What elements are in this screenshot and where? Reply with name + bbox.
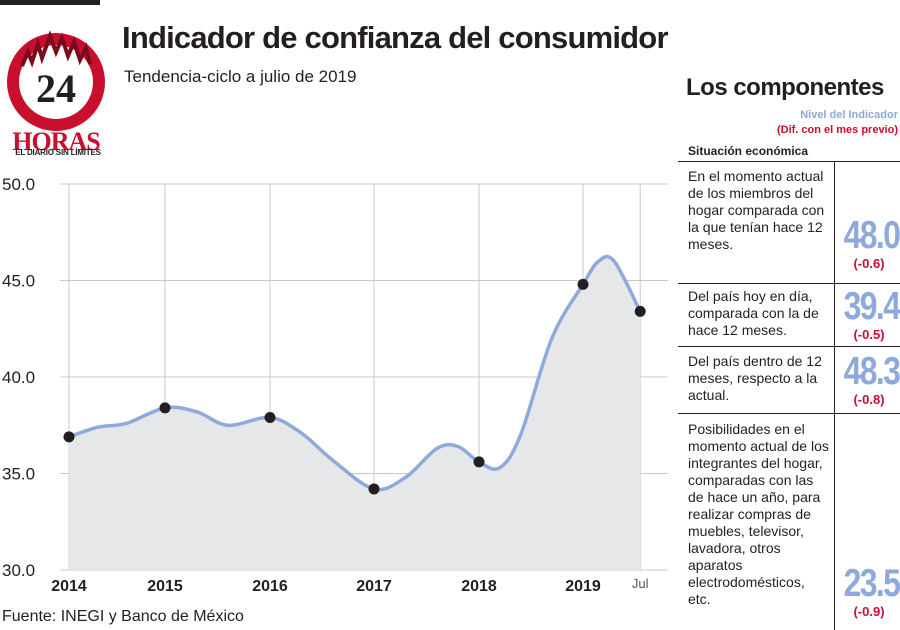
x-axis-ticks: 2014 2015 2016 2017 2018 2019 Jul	[51, 576, 648, 592]
component-value: 23.5	[843, 562, 900, 605]
component-value: 48.3	[843, 350, 900, 393]
component-text: En el momento actual de los miembros del…	[688, 168, 825, 252]
data-point	[264, 412, 276, 424]
logo-number: 24	[36, 66, 76, 111]
x-tick-label: 2016	[252, 578, 288, 592]
divider	[678, 283, 900, 284]
y-tick-label: 40.0	[2, 368, 35, 387]
y-tick-label: 45.0	[2, 272, 35, 291]
x-tick-label: 2014	[51, 578, 87, 592]
brand-logo: 24 HORAS	[7, 30, 105, 156]
data-point	[634, 305, 646, 317]
chart-subtitle: Tendencia-ciclo a julio de 2019	[124, 67, 357, 86]
y-axis-ticks: 50.0 45.0 40.0 35.0 30.0	[2, 175, 35, 580]
y-tick-label: 50.0	[2, 175, 35, 194]
series-line	[67, 254, 642, 492]
component-text: Posibilidades en el momento actual de lo…	[688, 421, 829, 607]
legend-level: Nivel del Indicador	[800, 109, 898, 121]
confidence-chart: 50.045.040.035.030.0 2014 2015 2016 2017 201…	[2, 175, 668, 592]
components-title: Los componentes	[686, 74, 884, 101]
data-point	[368, 483, 380, 495]
data-point	[63, 431, 75, 443]
data-point	[159, 402, 171, 414]
data-point	[577, 278, 589, 290]
divider	[678, 413, 900, 414]
component-diff: (-0.9)	[853, 604, 885, 619]
x-tick-label: 2018	[461, 578, 497, 592]
brand-tagline: EL DIARIO SIN LÍMITES	[15, 148, 101, 157]
area-fill	[69, 256, 641, 570]
chart-title: Indicador de confianza del consumidor	[122, 20, 669, 55]
x-tick-label: 2015	[147, 578, 183, 592]
column-divider	[834, 162, 835, 630]
x-tick-label: Jul	[632, 576, 649, 591]
divider	[678, 346, 900, 347]
section-heading: Situación económica	[688, 144, 809, 158]
component-value: 48.0	[843, 214, 900, 257]
data-point	[473, 456, 485, 468]
legend-diff: (Dif. con el mes previo)	[776, 124, 898, 136]
component-diff: (-0.6)	[853, 256, 885, 271]
y-tick-label: 30.0	[2, 561, 35, 580]
component-text: Del país dentro de 12 meses, respecto a …	[688, 353, 822, 403]
component-diff: (-0.8)	[853, 392, 885, 407]
top-accent-bar	[0, 0, 100, 5]
component-value: 39.4	[843, 285, 900, 328]
component-text: Del país hoy en día, comparada con la de…	[688, 288, 819, 338]
x-tick-label: 2019	[565, 578, 601, 592]
divider	[678, 161, 900, 162]
data-markers	[63, 278, 646, 495]
x-tick-label: 2017	[356, 578, 392, 592]
logo-word: HORAS	[12, 127, 100, 156]
component-diff: (-0.5)	[853, 327, 885, 342]
source-note: Fuente: INEGI y Banco de México	[2, 608, 244, 625]
y-tick-label: 35.0	[2, 465, 35, 484]
